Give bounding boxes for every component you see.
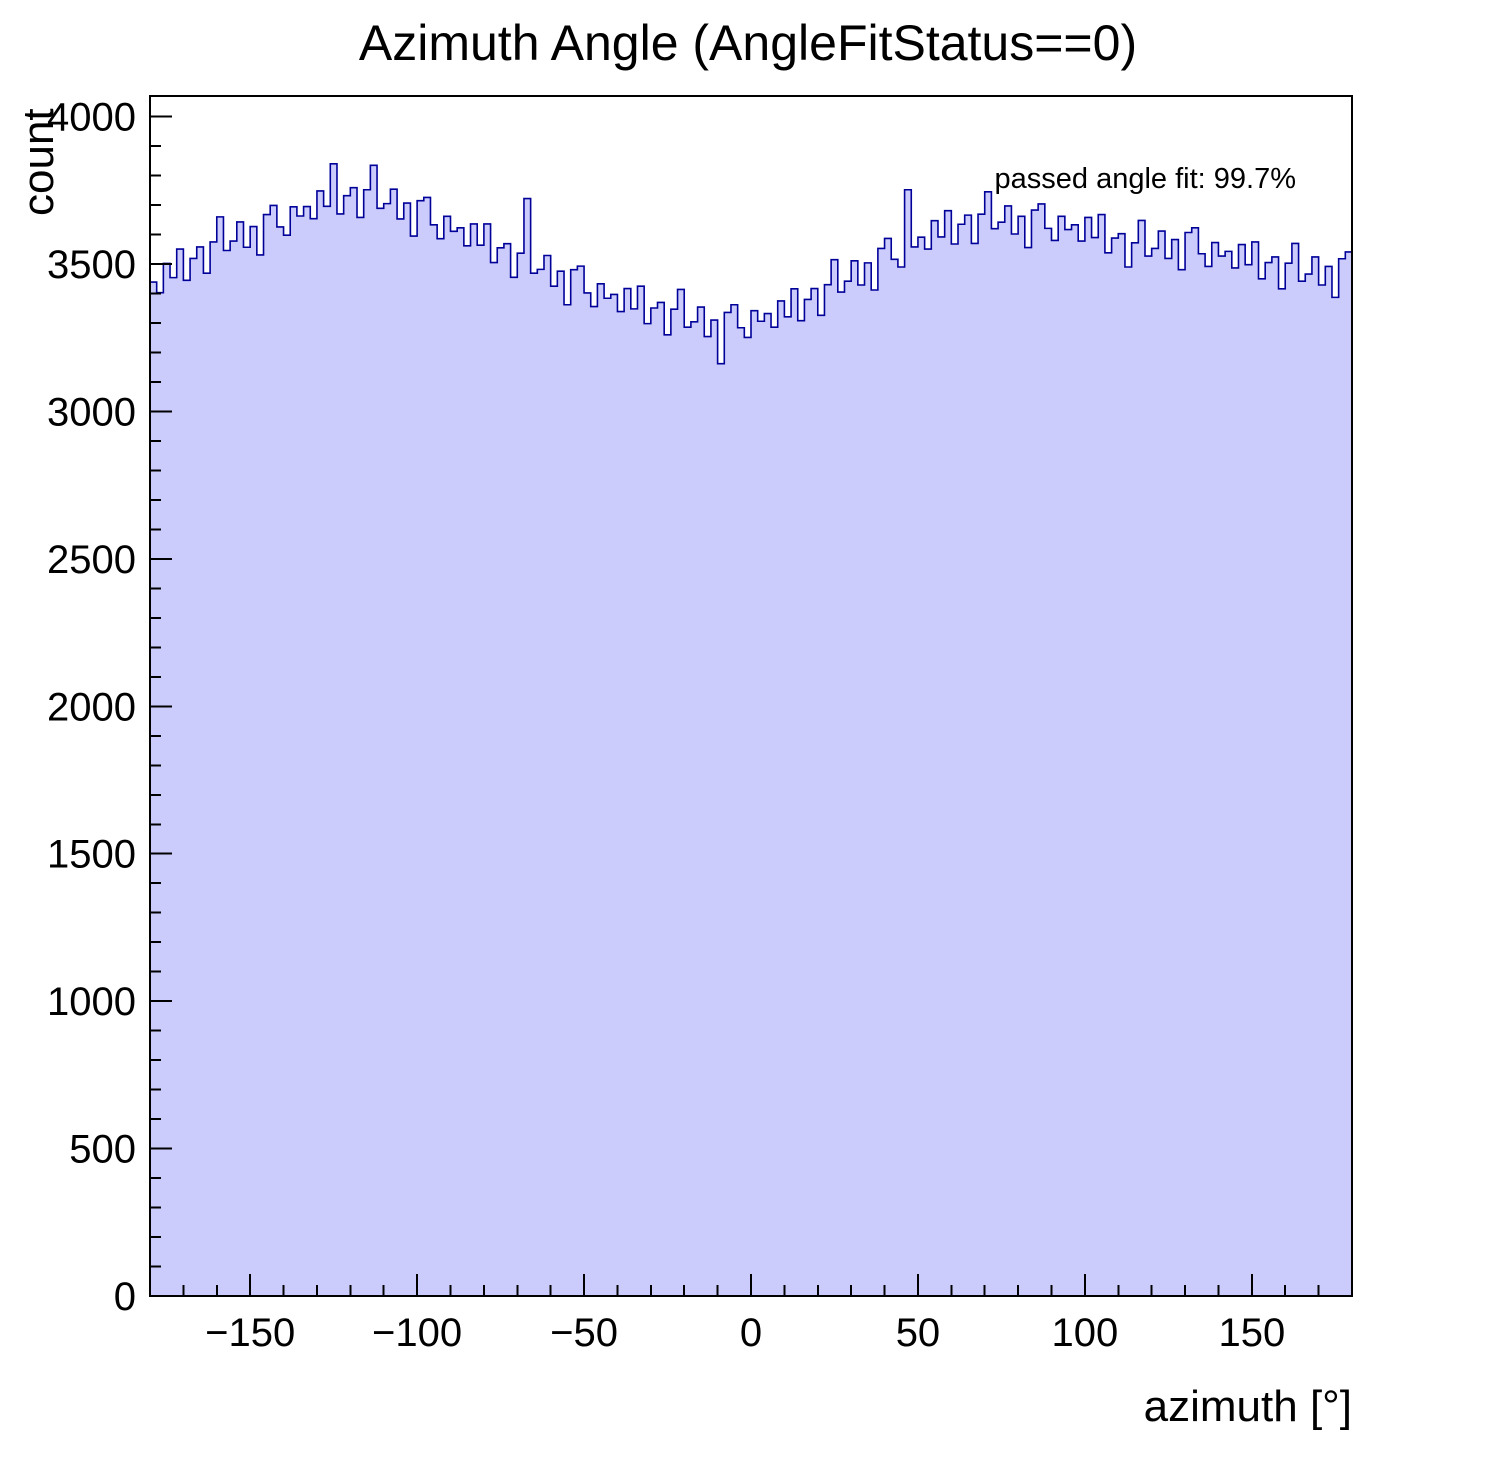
x-tick-label: −100	[372, 1311, 462, 1355]
x-tick-label: −50	[550, 1311, 618, 1355]
x-tick-label: 0	[740, 1311, 762, 1355]
y-tick-label: 1000	[47, 980, 136, 1024]
passed-fit-annotation: passed angle fit: 99.7%	[994, 163, 1296, 195]
y-tick-label: 500	[69, 1128, 136, 1172]
y-axis-title: count	[14, 108, 63, 216]
histogram-area	[150, 163, 1352, 1296]
x-axis-title: azimuth [°]	[1143, 1382, 1352, 1431]
chart-title: Azimuth Angle (AngleFitStatus==0)	[358, 15, 1138, 71]
x-tick-label: 50	[896, 1311, 941, 1355]
y-tick-label: 4000	[47, 96, 136, 140]
y-tick-label: 3500	[47, 243, 136, 287]
x-tick-label: −150	[205, 1311, 295, 1355]
y-tick-label: 2000	[47, 685, 136, 729]
y-tick-label: 1500	[47, 833, 136, 877]
histogram-outline	[149, 163, 1353, 1296]
y-tick-label: 3000	[47, 390, 136, 434]
y-tick-label: 0	[114, 1275, 136, 1319]
x-tick-label: 100	[1052, 1311, 1119, 1355]
x-tick-label: 150	[1218, 1311, 1285, 1355]
y-tick-label: 2500	[47, 538, 136, 582]
